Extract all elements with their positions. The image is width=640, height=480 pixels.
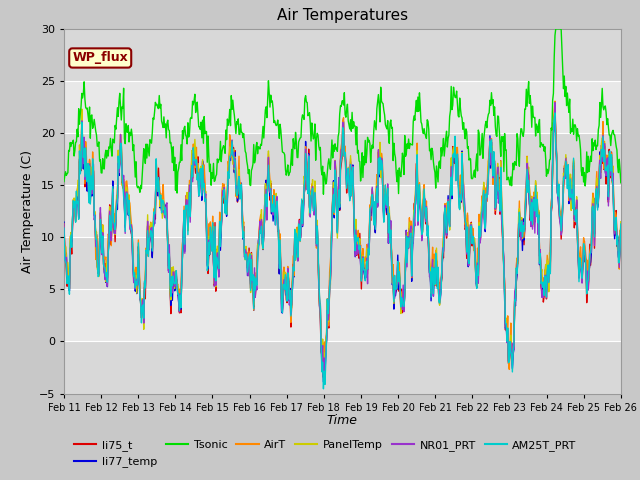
Bar bbox=[64, 289, 621, 341]
Bar bbox=[64, 81, 621, 133]
Bar bbox=[64, 341, 621, 394]
Bar bbox=[64, 133, 621, 185]
Bar bbox=[64, 237, 621, 289]
Bar bbox=[64, 185, 621, 237]
Text: WP_flux: WP_flux bbox=[72, 51, 128, 64]
Bar bbox=[64, 29, 621, 81]
Title: Air Temperatures: Air Temperatures bbox=[277, 9, 408, 24]
Y-axis label: Air Temperature (C): Air Temperature (C) bbox=[21, 150, 35, 273]
Legend: li75_t, li77_temp, Tsonic, AirT, PanelTemp, NR01_PRT, AM25T_PRT: li75_t, li77_temp, Tsonic, AirT, PanelTe… bbox=[70, 436, 581, 472]
X-axis label: Time: Time bbox=[327, 414, 358, 427]
